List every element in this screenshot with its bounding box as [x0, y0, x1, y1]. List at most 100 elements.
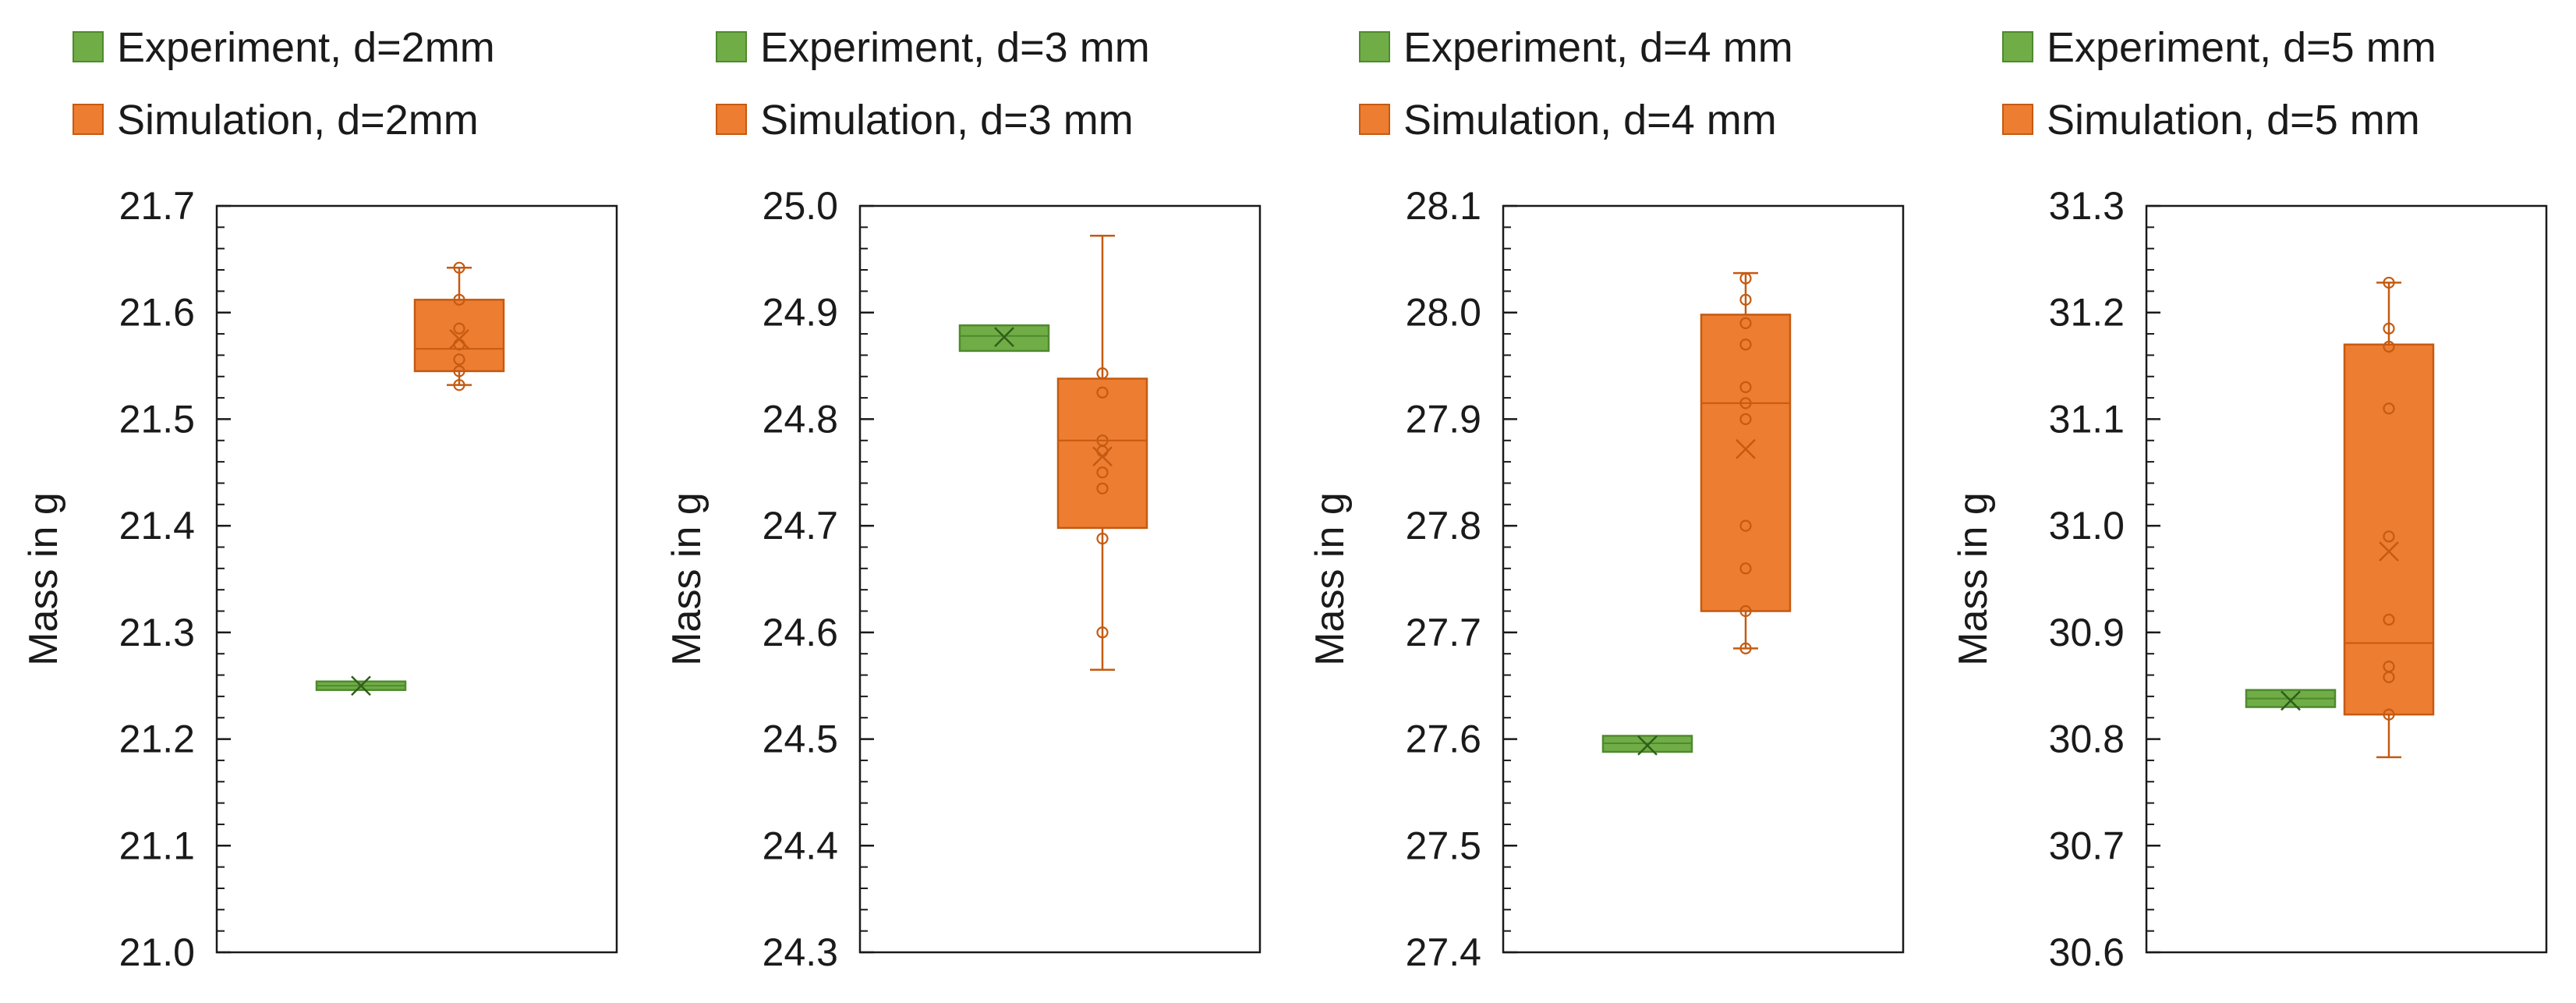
mean-marker-stroke [994, 327, 1014, 348]
mean-marker-stroke [2379, 541, 2399, 562]
simulation-data-point [1739, 519, 1752, 532]
y-tick-label: 21.4 [119, 504, 195, 548]
simulation-data-point [1096, 532, 1109, 545]
experiment-mean-marker [994, 327, 1014, 348]
y-tick-label: 28.0 [1406, 291, 1481, 335]
legend-swatch-simulation [716, 104, 747, 135]
y-tick-label: 31.3 [2049, 184, 2125, 228]
mean-marker-stroke [1736, 438, 1756, 459]
y-tick-label: 27.8 [1406, 504, 1481, 548]
y-tick-label: 28.1 [1406, 184, 1481, 228]
simulation-data-point [2383, 322, 2395, 335]
simulation-data-point [1739, 413, 1752, 426]
y-tick-label: 21.5 [119, 397, 195, 441]
simulation-data-point [453, 338, 465, 351]
y-tick-label: 30.7 [2049, 824, 2125, 867]
y-tick-label: 30.9 [2049, 611, 2125, 654]
legend-swatch-experiment [73, 31, 104, 62]
simulation-data-point [453, 322, 465, 335]
simulation-box [413, 299, 505, 373]
simulation-data-point [453, 365, 465, 377]
y-tick-label: 27.9 [1406, 397, 1481, 441]
y-tick-label: 30.8 [2049, 718, 2125, 761]
legend-label-simulation: Simulation, d=4 mm [1403, 97, 1777, 144]
plot-frame [1502, 204, 1905, 954]
y-tick-label: 21.2 [119, 718, 195, 761]
y-tick-label: 24.6 [763, 611, 838, 654]
simulation-data-point [1739, 317, 1752, 329]
simulation-data-point [2383, 340, 2395, 353]
legend-label-experiment: Experiment, d=4 mm [1403, 24, 1793, 71]
simulation-data-point [1739, 397, 1752, 409]
mean-marker-stroke [1637, 735, 1658, 756]
legend-label-simulation: Simulation, d=2mm [117, 97, 479, 144]
legend-label-experiment: Experiment, d=2mm [117, 24, 495, 71]
y-tick-label: 31.2 [2049, 291, 2125, 335]
simulation-box [1056, 377, 1148, 530]
experiment-mean-marker [351, 675, 371, 696]
simulation-data-point [1739, 338, 1752, 351]
y-tick-label: 21.0 [119, 930, 195, 974]
legend-swatch-experiment [716, 31, 747, 62]
y-axis-label: Mass in g [1951, 492, 1996, 666]
simulation-data-point [1739, 381, 1752, 394]
experiment-mean-marker [2281, 690, 2301, 711]
legend-label-simulation: Simulation, d=5 mm [2047, 97, 2420, 144]
mean-marker-stroke [351, 675, 371, 696]
legend-swatch-simulation [73, 104, 104, 135]
legend-swatch-simulation [2002, 104, 2033, 135]
y-tick-label: 24.9 [763, 291, 838, 335]
y-tick-label: 27.7 [1406, 611, 1481, 654]
simulation-data-point [453, 379, 465, 392]
legend-label-experiment: Experiment, d=3 mm [760, 24, 1150, 71]
simulation-data-point [1096, 367, 1109, 380]
y-axis-label: Mass in g [1307, 492, 1353, 666]
chart-panel-3: Experiment, d=4 mm Simulation, d=4 mm 27.4… [1307, 24, 1905, 974]
simulation-data-point [2383, 661, 2395, 673]
legend-swatch-experiment [1359, 31, 1390, 62]
simulation-data-point [1739, 604, 1752, 618]
simulation-data-point [453, 261, 465, 274]
simulation-data-point [453, 293, 465, 306]
simulation-data-point [2383, 708, 2395, 721]
y-tick-label: 21.1 [119, 824, 195, 867]
simulation-mean-marker [1736, 438, 1756, 459]
y-tick-label: 21.6 [119, 291, 195, 335]
experiment-mean-marker [1637, 735, 1658, 756]
simulation-data-point [453, 353, 465, 366]
chart-panel-2: Experiment, d=3 mm Simulation, d=3 mm 24.3… [664, 24, 1261, 974]
plot-frame [858, 204, 1261, 954]
simulation-data-point [1739, 293, 1752, 306]
legend-swatch-simulation [1359, 104, 1390, 135]
y-tick-label: 24.5 [763, 718, 838, 761]
y-tick-label: 24.3 [763, 930, 838, 974]
simulation-data-point [1096, 466, 1109, 479]
legend-label-simulation: Simulation, d=3 mm [760, 97, 1134, 144]
y-tick-label: 31.1 [2049, 397, 2125, 441]
y-tick-label: 31.0 [2049, 504, 2125, 548]
y-tick-label: 27.4 [1406, 930, 1481, 974]
simulation-data-point [2383, 402, 2395, 415]
y-axis-label: Mass in g [21, 492, 66, 666]
chart-panel-4: Experiment, d=5 mm Simulation, d=5 mm 30.6… [1951, 24, 2548, 974]
simulation-data-point [1096, 434, 1109, 447]
mean-marker-stroke [2281, 690, 2301, 711]
y-tick-label: 25.0 [763, 184, 838, 228]
simulation-data-point [2383, 276, 2395, 289]
chart-panel-1: Experiment, d=2mm Simulation, d=2mm 21.0 21… [21, 24, 618, 974]
simulation-box [2343, 343, 2435, 716]
y-axis-label: Mass in g [664, 492, 709, 666]
y-tick-label: 21.7 [119, 184, 195, 228]
simulation-data-point [1096, 386, 1109, 399]
simulation-data-point [1096, 482, 1109, 494]
legend-swatch-experiment [2002, 31, 2033, 62]
legend-label-experiment: Experiment, d=5 mm [2047, 24, 2436, 71]
y-tick-label: 27.5 [1406, 824, 1481, 867]
y-tick-label: 24.7 [763, 504, 838, 548]
simulation-mean-marker [2379, 541, 2399, 562]
simulation-data-point [2383, 530, 2395, 543]
plot-frame [215, 204, 618, 954]
y-tick-label: 24.4 [763, 824, 838, 867]
y-tick-label: 27.6 [1406, 718, 1481, 761]
